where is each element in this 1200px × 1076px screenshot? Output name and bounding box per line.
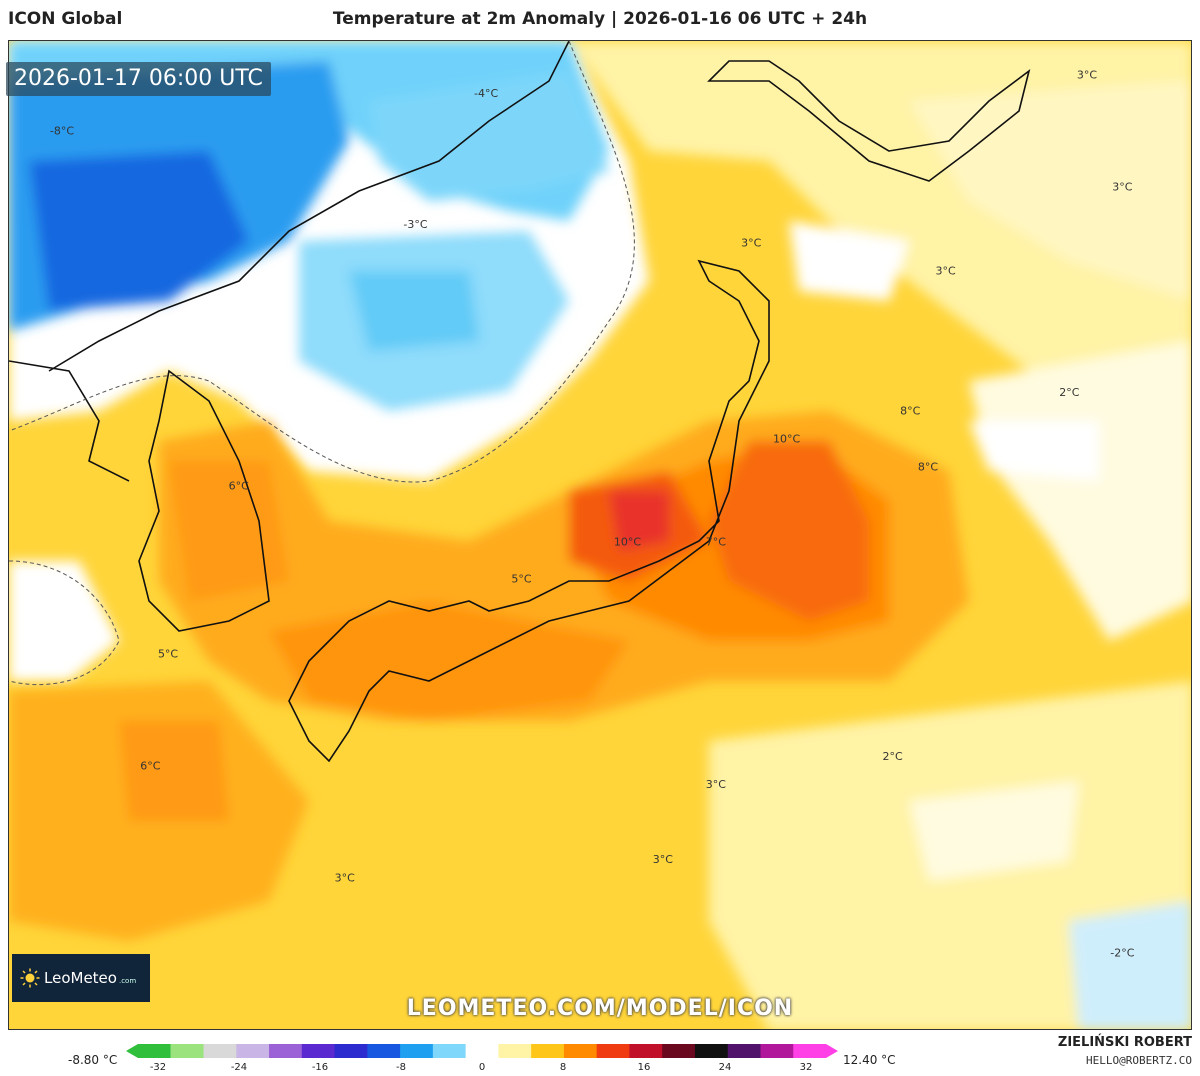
leometeo-logo[interactable]: LeoMeteo .com	[12, 954, 150, 1002]
sun-icon	[20, 968, 40, 988]
colorbar-tick-label: 24	[718, 1062, 732, 1073]
colorbar-segment	[367, 1044, 401, 1058]
hot-anomaly-zones	[9, 411, 969, 941]
colorbar-tick-label: 8	[559, 1062, 567, 1073]
colorbar-segment	[269, 1044, 303, 1058]
contour-label: -4°C	[474, 87, 498, 100]
contour-label: -2°C	[1110, 946, 1134, 959]
colorbar-segment	[727, 1044, 761, 1058]
colorbar-segment	[498, 1044, 532, 1058]
colorbar-segment	[531, 1044, 565, 1058]
colorbar-segment	[301, 1044, 336, 1058]
colorbar-min-label: -8.80 °C	[68, 1053, 118, 1067]
logo-suffix: .com	[118, 977, 137, 985]
colorbar-segment	[760, 1044, 794, 1058]
contour-label: 3°C	[335, 872, 355, 885]
colorbar-segment	[563, 1044, 598, 1058]
colorbar-segment	[334, 1044, 368, 1058]
colorbar-ticks: -32 -24 -16 -8 0 8 16 24 32	[126, 1062, 838, 1076]
contour-label: 2°C	[1059, 386, 1079, 399]
contour-labels: -8°C -4°C -3°C 3°C 3°C 3°C 3°C 2°C 8°C 8°C 10°C 6°C…	[50, 68, 1135, 959]
colorbar-segment	[662, 1044, 696, 1058]
colorbar-segment	[596, 1044, 630, 1058]
contour-label: 2°C	[882, 750, 902, 763]
contour-label: 5°C	[158, 647, 178, 660]
contour-label: -3°C	[403, 218, 427, 231]
colorbar-segment	[170, 1044, 205, 1058]
contour-label: 3°C	[706, 778, 726, 791]
colorbar-segment	[126, 1044, 171, 1058]
colorbar-tick-label: -32	[149, 1062, 167, 1073]
zero-contour	[9, 41, 635, 686]
colorbar-tick-label: 0	[478, 1062, 486, 1073]
colorbar-segment	[694, 1044, 729, 1058]
contour-label: 3°C	[1112, 180, 1132, 193]
contour-label: 10°C	[614, 535, 641, 548]
colorbar-tick-label: -16	[311, 1062, 329, 1073]
colorbar-max-label: 12.40 °C	[843, 1053, 896, 1067]
colorbar-segment	[400, 1044, 434, 1058]
valid-time-badge: 2026-01-17 06:00 UTC	[6, 62, 271, 96]
contour-label: 3°C	[1077, 68, 1097, 81]
colorbar-tick-label: 16	[637, 1062, 651, 1073]
contour-label: 3°C	[936, 264, 956, 277]
colorbar-segment	[236, 1044, 270, 1058]
contour-label: 7°C	[706, 535, 726, 548]
colorbar-tick-label: -8	[396, 1062, 406, 1073]
colorbar-segment	[793, 1044, 838, 1058]
contour-label: 8°C	[900, 405, 920, 418]
contour-label: 3°C	[741, 236, 761, 249]
colorbar-segment	[432, 1044, 467, 1058]
contour-label: 8°C	[918, 461, 938, 474]
watermark-url: LEOMETEO.COM/MODEL/ICON	[406, 996, 794, 1021]
contour-label: 5°C	[511, 573, 531, 586]
contour-label: 10°C	[773, 433, 800, 446]
colorbar-segment	[465, 1044, 499, 1058]
map-title: Temperature at 2m Anomaly | 2026-01-16 0…	[332, 9, 868, 29]
colorbar-tick-label: -24	[230, 1062, 248, 1073]
anomaly-map: -8°C -4°C -3°C 3°C 3°C 3°C 3°C 2°C 8°C 8°C 10°C 6°C…	[9, 41, 1191, 1029]
colorbar-segment	[629, 1044, 663, 1058]
author-email[interactable]: HELLO@ROBERTZ.CO	[1086, 1054, 1192, 1067]
contour-label: 6°C	[140, 759, 160, 772]
author-name: ZIELIŃSKI ROBERT	[1057, 1035, 1192, 1050]
colorbar-tick-label: 32	[799, 1062, 813, 1073]
colorbar-segment	[203, 1044, 237, 1058]
contour-label: 3°C	[653, 853, 673, 866]
map-area[interactable]: -8°C -4°C -3°C 3°C 3°C 3°C 3°C 2°C 8°C 8°C 10°C 6°C…	[8, 40, 1192, 1030]
contour-label: 6°C	[229, 479, 249, 492]
coastlines	[9, 41, 1031, 763]
colorbar	[126, 1044, 838, 1058]
logo-name: LeoMeteo	[44, 969, 117, 987]
model-name: ICON Global	[8, 9, 123, 29]
contour-label: -8°C	[50, 124, 74, 137]
